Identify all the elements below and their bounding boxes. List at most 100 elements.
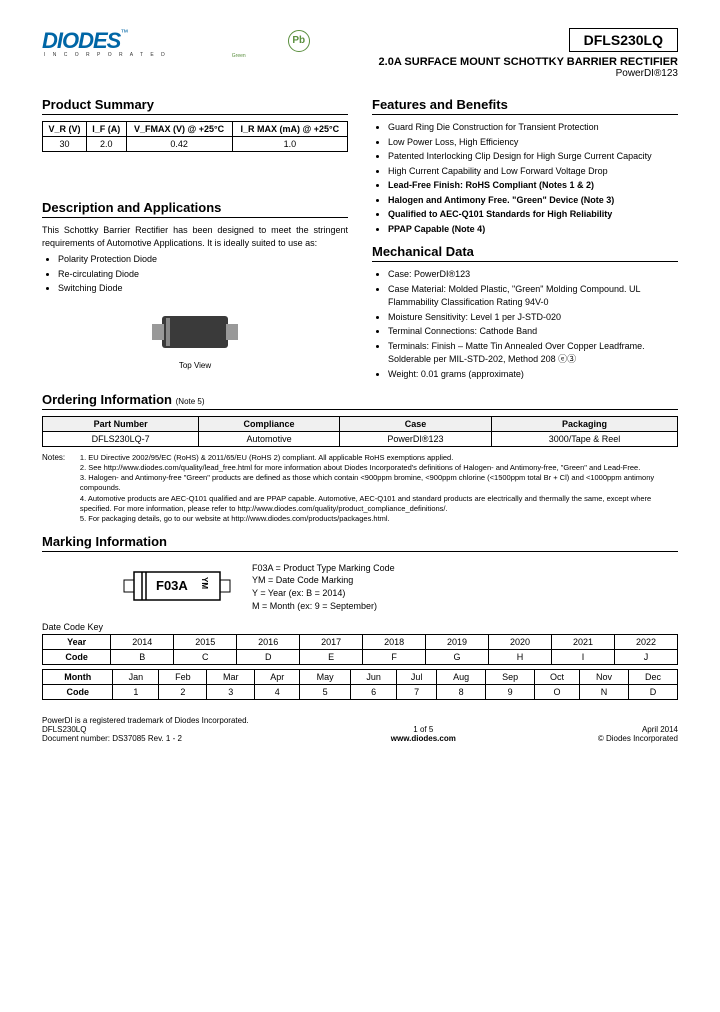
footer-copyright: © Diodes Incorporated [598,734,678,743]
dc-cell: 2020 [489,635,552,650]
dc-cell: C [174,650,237,665]
footer-center: 1 of 5 www.diodes.com [249,725,598,743]
dc-cell: 5 [300,685,351,700]
dc-cell: Dec [628,670,677,685]
note-item: 3. Halogen- and Antimony-free "Green" pr… [80,473,660,493]
ordering-title-text: Ordering Information [42,392,172,407]
footer-right: April 2014 © Diodes Incorporated [598,725,678,743]
marking-area: F03A YM F03A = Product Type Marking Code… [122,562,678,612]
dc-cell: H [489,650,552,665]
dc-cell: Apr [255,670,300,685]
dc-cell: D [237,650,300,665]
notes-block: Notes: 1. EU Directive 2002/95/EC (RoHS)… [42,453,678,524]
list-item: Halogen and Antimony Free. "Green" Devic… [388,194,678,208]
description-list: Polarity Protection Diode Re-circulating… [58,253,348,296]
ord-header: Part Number [43,417,199,432]
ord-cell: DFLS230LQ-7 [43,432,199,447]
list-item: Patented Interlocking Clip Design for Hi… [388,150,678,164]
mechanical-list: Case: PowerDI®123 Case Material: Molded … [388,268,678,381]
footer-left: PowerDI is a registered trademark of Dio… [42,716,249,743]
list-item: High Current Capability and Low Forward … [388,165,678,179]
pb-free-icon: Pb [288,30,310,52]
description-intro: This Schottky Barrier Rectifier has been… [42,224,348,249]
ordering-title: Ordering Information (Note 5) [42,392,678,410]
marking-legend: F03A = Product Type Marking Code YM = Da… [252,562,395,612]
notes-label: Notes: [42,453,65,462]
note-item: 4. Automotive products are AEC-Q101 qual… [80,494,660,514]
dc-cell: Nov [580,670,629,685]
package-icon [150,308,240,356]
list-item: Qualified to AEC-Q101 Standards for High… [388,208,678,222]
list-item: Switching Diode [58,282,348,296]
package-label: Top View [42,361,348,370]
dc-cell: 2018 [363,635,426,650]
dc-cell: 6 [351,685,397,700]
list-item: Terminals: Finish – Matte Tin Annealed O… [388,340,678,367]
dc-cell: F [363,650,426,665]
footer-date: April 2014 [598,725,678,734]
datecode-month-table: Month Jan Feb Mar Apr May Jun Jul Aug Se… [42,669,678,700]
ord-header: Packaging [492,417,678,432]
features-list: Guard Ring Die Construction for Transien… [388,121,678,236]
legend-line: Y = Year (ex: B = 2014) [252,587,395,600]
dc-cell: E [300,650,363,665]
dc-header: Code [43,650,111,665]
dc-cell: Jan [113,670,159,685]
ord-header: Case [339,417,491,432]
marking-ym: YM [200,577,209,589]
list-item: Polarity Protection Diode [58,253,348,267]
list-item: Lead-Free Finish: RoHS Compliant (Notes … [388,179,678,193]
ordering-table: Part Number Compliance Case Packaging DF… [42,416,678,447]
product-summary-table: V_R (V) I_F (A) V_FMAX (V) @ +25°C I_R M… [42,121,348,152]
ps-cell: 1.0 [232,137,347,152]
main-columns: Product Summary V_R (V) I_F (A) V_FMAX (… [42,89,678,382]
ordering-note-ref: (Note 5) [176,397,205,406]
dc-cell: 3 [207,685,255,700]
legend-line: F03A = Product Type Marking Code [252,562,395,575]
dc-cell: 2017 [300,635,363,650]
dc-cell: 2022 [614,635,677,650]
left-column: Product Summary V_R (V) I_F (A) V_FMAX (… [42,89,348,382]
dc-header: Code [43,685,113,700]
ord-header: Compliance [199,417,340,432]
page-footer: PowerDI is a registered trademark of Dio… [42,716,678,743]
dc-cell: N [580,685,629,700]
dc-cell: 2016 [237,635,300,650]
note-item: 1. EU Directive 2002/95/EC (RoHS) & 2011… [80,453,660,463]
dc-cell: Sep [486,670,535,685]
package-figure: Top View [42,308,348,370]
footer-url: www.diodes.com [249,734,598,743]
document-title: 2.0A SURFACE MOUNT SCHOTTKY BARRIER RECT… [379,56,678,68]
dc-cell: O [535,685,580,700]
ord-cell: PowerDI®123 [339,432,491,447]
dc-cell: 1 [113,685,159,700]
list-item: Terminal Connections: Cathode Band [388,325,678,339]
dc-header: Year [43,635,111,650]
marking-section: Marking Information F03A YM F03A = Produ… [42,534,678,700]
dc-header: Month [43,670,113,685]
dc-cell: Oct [535,670,580,685]
marking-chip: F03A YM [122,566,232,609]
right-column: Features and Benefits Guard Ring Die Con… [372,89,678,382]
description-title: Description and Applications [42,200,348,218]
green-label: Green [168,53,310,59]
dc-cell: B [111,650,174,665]
dc-cell: 2014 [111,635,174,650]
dc-cell: Jul [397,670,437,685]
datecode-label: Date Code Key [42,622,678,632]
part-number-box: DFLS230LQ [569,28,678,52]
ps-cell: 30 [43,137,87,152]
list-item: Low Power Loss, High Efficiency [388,136,678,150]
legend-line: YM = Date Code Marking [252,574,395,587]
dc-cell: Aug [437,670,486,685]
dc-cell: Feb [159,670,207,685]
product-summary-title: Product Summary [42,97,348,115]
logo-tm: ™ [120,28,128,37]
dc-cell: I [551,650,614,665]
footer-part: DFLS230LQ [42,725,249,734]
mechanical-title: Mechanical Data [372,244,678,262]
document-subtitle: PowerDI®123 [379,68,678,79]
list-item: Case Material: Molded Plastic, "Green" M… [388,283,678,310]
dc-cell: 2019 [426,635,489,650]
company-logo: DIODES™ I N C O R P O R A T E D [42,28,168,58]
